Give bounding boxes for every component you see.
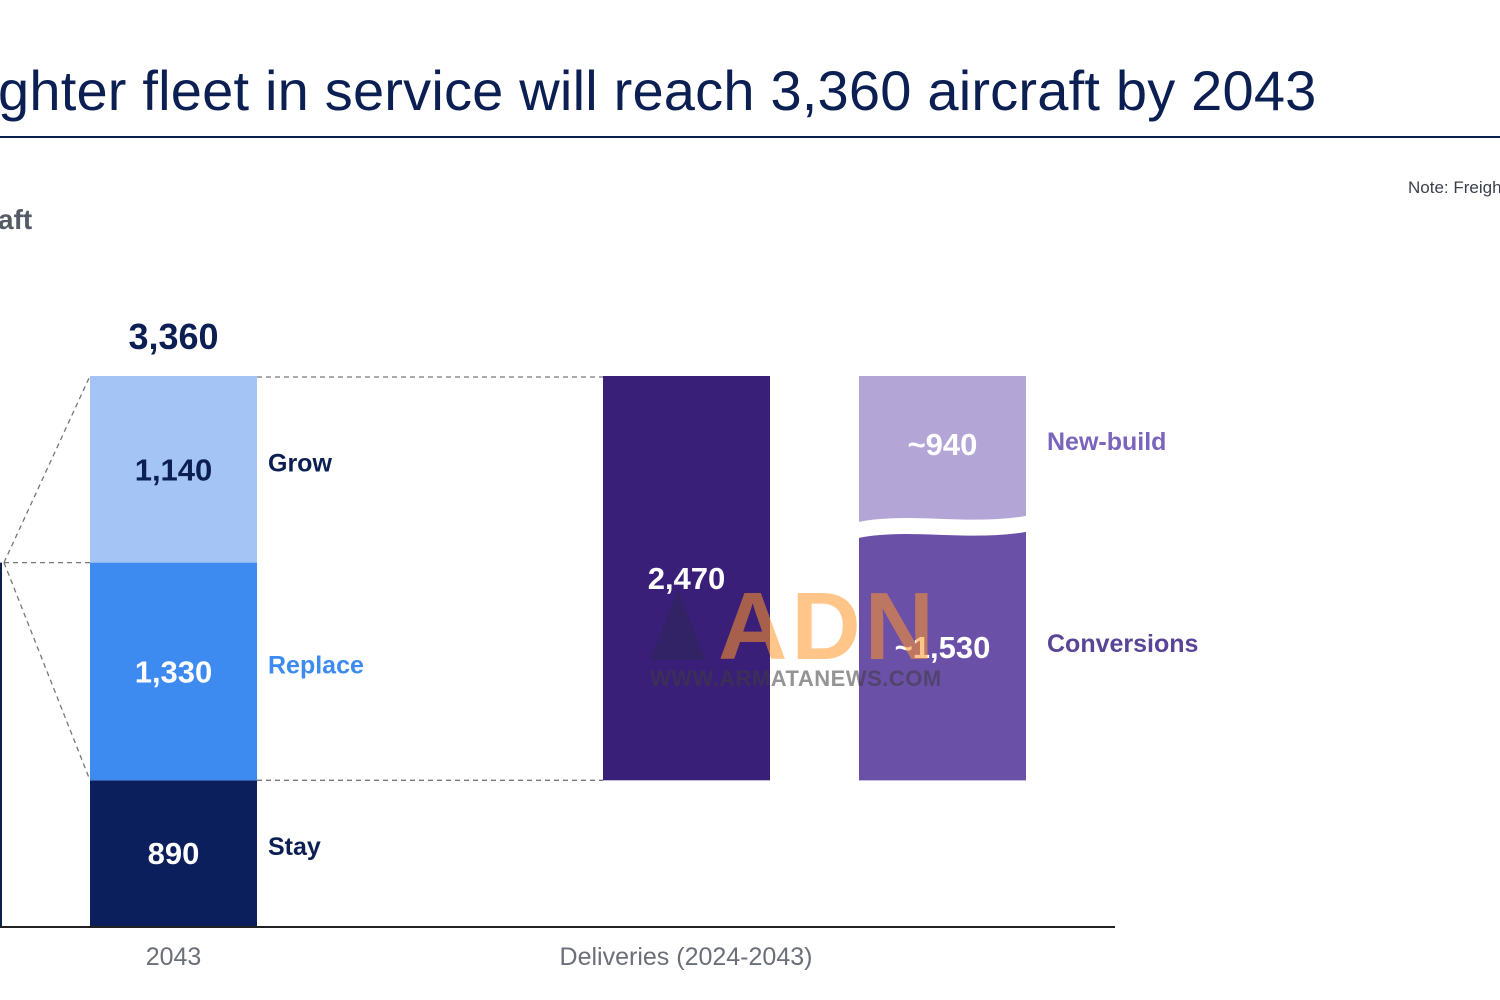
title-rule [0,136,1500,138]
segment-label-grow: Grow [268,449,332,477]
bar-segment-grow [90,376,257,563]
connector-left-upper [3,375,91,563]
value-label-deliveries: 2,470 [648,561,726,596]
bar-segment-replace [90,562,257,781]
value-label-replace: 1,330 [135,654,213,689]
note-text: Note: Freigh [1408,178,1500,197]
segment-label-new-build: New-build [1047,428,1166,456]
total-label: 3,360 [128,316,218,357]
unit-label: aft [0,204,33,235]
value-label-stay: 890 [148,836,200,871]
value-label-conversions: ~1,530 [895,630,991,665]
bar-segment-new-build [859,376,1026,522]
bar-segment-stay [90,780,257,926]
bar-deliveries [603,376,770,781]
connector-left-lower [3,562,91,781]
value-label-new-build: ~940 [908,427,978,462]
bar-segment-conversions [859,531,1026,781]
segment-label-replace: Replace [268,651,364,679]
x-tick-label-2043: 2043 [146,943,202,971]
value-label-grow: 1,140 [135,452,213,487]
segment-label-conversions: Conversions [1047,630,1198,658]
segment-label-stay: Stay [268,833,321,861]
chart-title: ghter fleet in service will reach 3,360 … [0,59,1317,122]
x-tick-label-deliveries: Deliveries (2024-2043) [560,943,813,971]
